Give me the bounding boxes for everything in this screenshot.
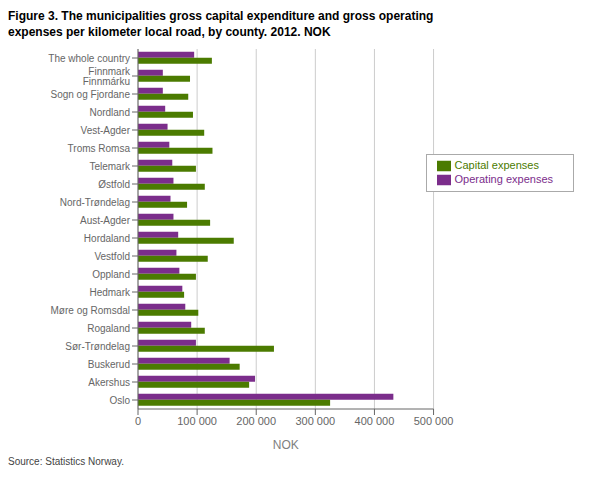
svg-text:Akershus: Akershus: [88, 377, 130, 388]
svg-text:Hedmark: Hedmark: [89, 287, 131, 298]
svg-text:Rogaland: Rogaland: [87, 323, 130, 334]
svg-text:300 000: 300 000: [295, 415, 335, 427]
svg-text:Aust-Agder: Aust-Agder: [80, 215, 131, 226]
html-text:Source: Statistics Norway.: Source: Statistics Norway.: [8, 456, 124, 467]
svg-text:Sogn og Fjordane: Sogn og Fjordane: [50, 89, 130, 100]
html-text:expenses per kilometer local r: expenses per kilometer local road, by co…: [8, 25, 331, 39]
svg-text:Vest-Agder: Vest-Agder: [81, 125, 131, 136]
html-text:Capital expenses: Capital expenses: [454, 159, 539, 171]
svg-text:Nordland: Nordland: [89, 107, 130, 118]
svg-text:200 000: 200 000: [236, 415, 276, 427]
svg-text:FinnmarkFinnmárku: FinnmarkFinnmárku: [83, 66, 131, 87]
svg-text:Hordaland: Hordaland: [84, 233, 130, 244]
svg-text:Buskerud: Buskerud: [88, 359, 130, 370]
svg-text:Østfold: Østfold: [98, 179, 130, 190]
svg-text:Oppland: Oppland: [92, 269, 130, 280]
svg-text:100 000: 100 000: [177, 415, 217, 427]
svg-text:0: 0: [135, 415, 141, 427]
html-text:Figure 3. The municipalities g: Figure 3. The municipalities gross capit…: [8, 9, 434, 23]
svg-text:NOK: NOK: [273, 438, 299, 452]
svg-text:Telemark: Telemark: [89, 161, 131, 172]
svg-text:500 000: 500 000: [414, 415, 454, 427]
svg-text:Nord-Trøndelag: Nord-Trøndelag: [60, 197, 130, 208]
svg-text:Troms Romsa: Troms Romsa: [68, 143, 131, 154]
svg-text:Oslo: Oslo: [109, 395, 130, 406]
svg-text:Vestfold: Vestfold: [94, 251, 130, 262]
svg-text:400 000: 400 000: [355, 415, 395, 427]
svg-text:The whole country: The whole country: [48, 53, 130, 64]
svg-text:Møre og Romsdal: Møre og Romsdal: [51, 305, 130, 316]
svg-text:Sør-Trøndelag: Sør-Trøndelag: [65, 341, 130, 352]
html-text:Operating expenses: Operating expenses: [454, 173, 553, 186]
